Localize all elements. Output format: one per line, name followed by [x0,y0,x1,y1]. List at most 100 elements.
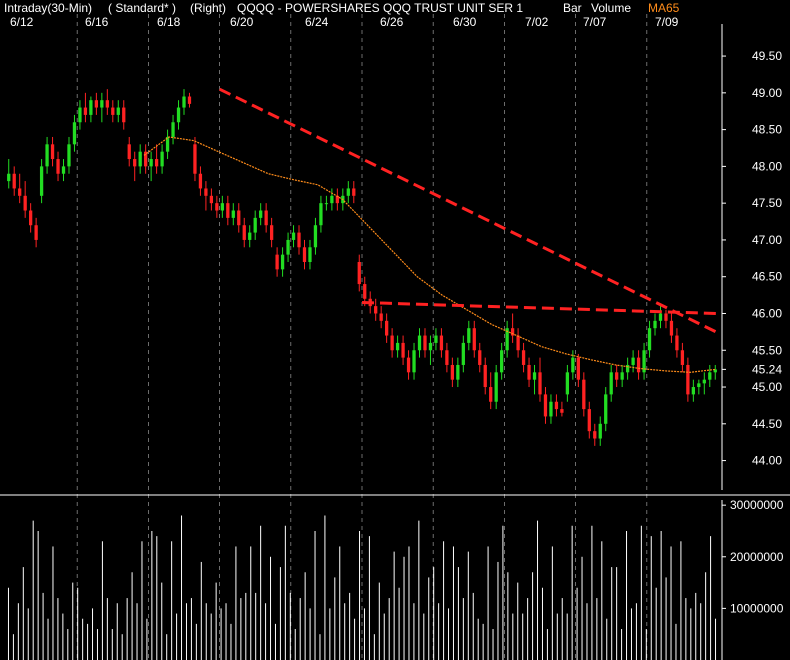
bar-label: Bar [563,1,582,15]
candle-body [231,210,235,218]
candle-body [450,364,455,380]
candle-body [527,364,531,380]
candle-body [489,387,493,402]
candle-body [39,166,44,196]
ma65-line [143,136,716,373]
volume-tick-label: 30000000 [730,498,784,512]
candle-body [45,144,49,167]
price-tick-label: 47.50 [752,196,782,210]
candle-body [702,379,706,384]
date-label: 6/30 [453,15,477,29]
candle-body [264,210,268,226]
candle-body [549,401,553,417]
candle-body [625,364,630,373]
candle-body [83,107,88,115]
candle-body [226,203,230,218]
candle-body [604,394,608,424]
candle-body [291,232,296,240]
candle-body [198,173,203,189]
candle-body [302,247,307,262]
candle-body [395,342,400,351]
date-label: 6/12 [10,15,34,29]
candle-body [78,107,82,123]
date-label: 7/07 [583,15,607,29]
candle-body [636,357,641,373]
candle-body [434,335,438,343]
candle-body [467,328,471,343]
candle-body [160,151,164,167]
ma-label: MA65 [648,1,680,15]
candle-body [89,100,93,115]
candle-body [461,342,465,365]
candle-body [280,254,285,270]
candle-body [658,313,663,321]
candle-body [560,409,564,413]
candle-body [269,225,274,240]
candle-body [691,387,695,395]
candle-body [647,328,652,351]
candle-body [417,335,422,351]
date-label: 6/16 [85,15,109,29]
candle-body [538,372,542,395]
candle-body [116,107,120,115]
candle-body [138,151,142,167]
interval-label: Intraday(30-Min) [4,1,93,15]
candle-body [50,144,55,160]
candle-body [56,159,60,174]
date-label: 6/18 [157,15,181,29]
volume-tick-label: 10000000 [730,601,784,615]
candle-body [187,96,192,104]
volume-label: Volume [591,1,632,15]
candle-body [510,328,515,336]
candle-body [308,247,312,262]
candle-body [576,357,580,380]
candle-body [182,96,186,108]
candle-body [319,203,323,226]
candle-body [483,364,487,388]
price-tick-label: 46.50 [752,270,782,284]
candle-body [543,394,548,417]
candle-body [259,210,263,218]
candle-body [379,313,383,321]
candle-body [253,217,257,233]
candle-body [697,383,701,388]
last-price-label: 45.24 [752,362,782,376]
candle-body [193,144,197,174]
candle-body [642,350,646,373]
candle-body [615,372,619,380]
price-tick-label: 49.50 [752,49,782,63]
candle-body [149,159,153,167]
candle-body [532,372,537,380]
candle-body [7,173,11,182]
candle-body [111,107,115,115]
candle-body [335,195,339,204]
candle-body [620,372,624,380]
candle-body [472,328,476,351]
candle-body [61,166,66,174]
candle-body [324,203,329,205]
candle-body [94,100,99,108]
candle-body [686,364,690,395]
candle-body [105,100,109,108]
date-label: 6/24 [305,15,329,29]
candle-body [275,254,279,270]
price-tick-label: 49.00 [752,86,782,100]
date-label: 7/02 [525,15,549,29]
candle-body [708,372,712,380]
trendline [361,300,717,315]
candle-body [664,313,668,321]
candle-body [248,232,252,240]
candle-body [582,379,586,410]
candle-body [352,188,356,196]
price-tick-label: 45.00 [752,380,782,394]
candle-body [357,262,361,285]
volume-tick-label: 20000000 [730,550,784,564]
style-label: ( Standard* ) [108,1,177,15]
trendline [218,87,717,334]
candle-body [165,136,170,152]
candle-body [669,320,674,336]
candle-body [631,357,635,365]
candle-body [346,188,350,196]
candle-body [313,225,318,248]
